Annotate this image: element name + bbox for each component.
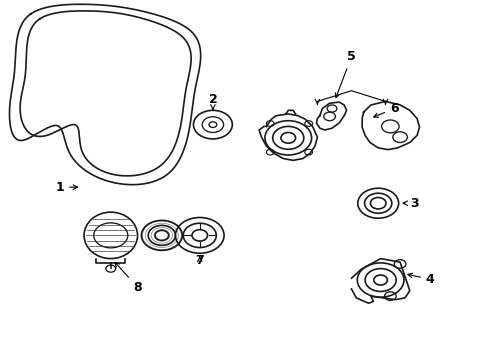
Text: 4: 4	[407, 273, 434, 286]
Text: 8: 8	[115, 262, 142, 294]
Text: 6: 6	[373, 102, 398, 117]
Text: 2: 2	[208, 93, 217, 109]
Text: 1: 1	[55, 181, 78, 194]
Text: 3: 3	[402, 197, 418, 210]
Text: 7: 7	[195, 254, 203, 267]
Text: 5: 5	[335, 50, 355, 98]
